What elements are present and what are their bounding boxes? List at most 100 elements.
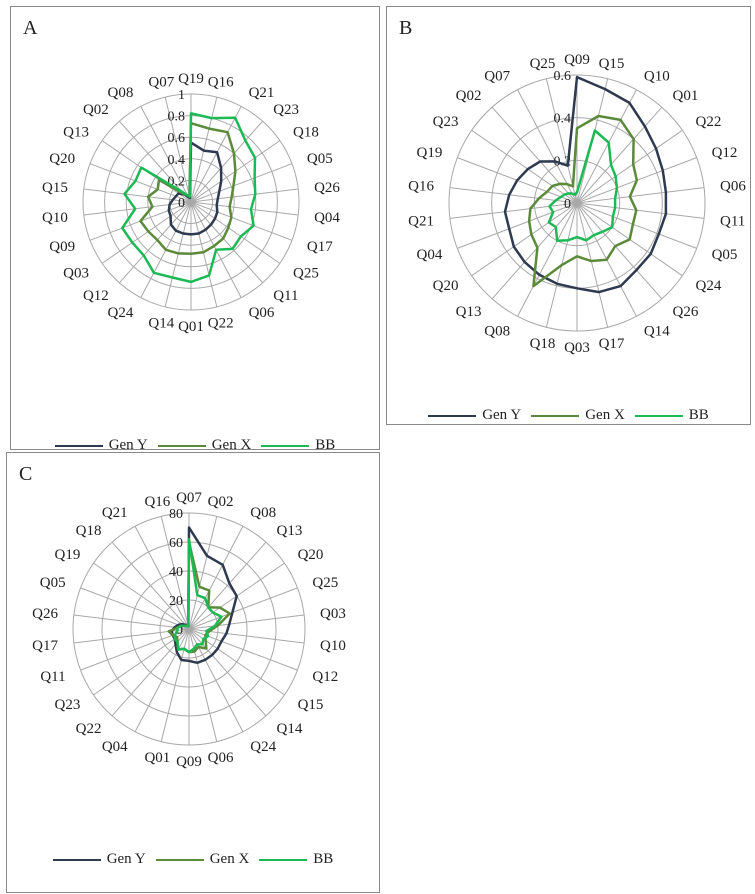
category-label: Q25 bbox=[293, 265, 319, 281]
tick-label: 0.8 bbox=[168, 110, 186, 125]
category-label: Q20 bbox=[298, 547, 324, 563]
grid-spoke bbox=[119, 201, 192, 284]
category-label: Q26 bbox=[314, 180, 340, 196]
category-label: Q21 bbox=[102, 505, 128, 521]
grid-spoke bbox=[190, 188, 299, 203]
grid-spoke bbox=[190, 201, 263, 284]
category-label: Q22 bbox=[208, 315, 234, 331]
category-label: Q13 bbox=[63, 125, 89, 141]
radar-panel-b: B 0 0.2 0.4 0.6 Q09 Q15 Q10 Q01 Q22 Q12 Q06 Q11 Q05 Q… bbox=[386, 6, 751, 425]
category-label: Q05 bbox=[712, 247, 738, 263]
category-label: Q11 bbox=[273, 288, 298, 304]
series-line-bb bbox=[121, 112, 257, 284]
grid-spoke bbox=[80, 628, 190, 671]
legend-label: Gen X bbox=[209, 851, 250, 867]
grid-spoke bbox=[471, 202, 578, 277]
category-label: Q02 bbox=[208, 494, 234, 510]
category-label: Q11 bbox=[40, 669, 65, 685]
legend-item-gen-x: Gen X bbox=[531, 407, 625, 424]
grid-spoke bbox=[576, 202, 663, 300]
category-label: Q09 bbox=[564, 52, 590, 68]
legend-item-gen-y: Gen Y bbox=[428, 407, 521, 424]
grid-spoke bbox=[188, 516, 218, 630]
category-label: Q03 bbox=[564, 340, 590, 356]
legend-swatch bbox=[259, 858, 308, 861]
category-label: Q01 bbox=[144, 750, 170, 766]
legend-item-bb: BB bbox=[261, 437, 335, 454]
series-line-bb bbox=[173, 537, 223, 654]
grid-spoke bbox=[576, 202, 705, 219]
category-label: Q12 bbox=[83, 288, 109, 304]
legend-label: BB bbox=[313, 851, 334, 867]
category-label: Q07 bbox=[484, 69, 510, 85]
grid-spoke bbox=[160, 516, 190, 630]
tick-label: 20 bbox=[169, 594, 183, 609]
category-label: Q08 bbox=[108, 85, 134, 101]
category-label: Q06 bbox=[720, 179, 746, 195]
category-label: Q13 bbox=[277, 523, 303, 539]
category-label: Q08 bbox=[250, 505, 276, 521]
panel-label: A bbox=[23, 17, 38, 39]
grid-spoke bbox=[188, 614, 305, 630]
category-label: Q24 bbox=[108, 305, 134, 321]
legend-label: Gen Y bbox=[108, 437, 148, 453]
category-label: Q04 bbox=[417, 247, 443, 263]
category-label: Q21 bbox=[249, 85, 275, 101]
category-label: Q25 bbox=[530, 56, 556, 72]
legend: Gen Y Gen X BB bbox=[11, 437, 379, 454]
grid-spoke bbox=[190, 201, 281, 264]
tick-label: 0 bbox=[564, 197, 571, 212]
category-label: Q11 bbox=[720, 213, 745, 229]
tick-label: 0.4 bbox=[554, 112, 572, 127]
tick-label: 0.6 bbox=[168, 131, 186, 146]
category-label: Q06 bbox=[208, 750, 234, 766]
category-label: Q23 bbox=[55, 697, 81, 713]
category-label: Q02 bbox=[83, 102, 109, 118]
category-label: Q14 bbox=[277, 721, 303, 737]
grid-spoke bbox=[491, 106, 578, 204]
grid-spoke bbox=[190, 201, 218, 307]
category-label: Q17 bbox=[32, 638, 58, 654]
category-label: Q14 bbox=[148, 315, 174, 331]
category-label: Q04 bbox=[102, 739, 128, 755]
panel-label: B bbox=[399, 17, 413, 39]
legend-swatch bbox=[428, 414, 477, 417]
category-label: Q23 bbox=[433, 114, 459, 130]
grid-spoke bbox=[73, 614, 190, 630]
radar-panel-c: C 0 20 40 60 80 Q07 Q02 Q08 Q13 Q20 Q25 Q03 Q10 Q12 Q1… bbox=[6, 452, 380, 893]
legend-label: Gen X bbox=[211, 437, 252, 453]
category-label: Q04 bbox=[314, 210, 340, 226]
legend-swatch bbox=[157, 444, 206, 447]
grid-spoke bbox=[188, 541, 267, 630]
series-line-gen-y bbox=[170, 526, 238, 665]
grid-spoke bbox=[449, 202, 578, 219]
tick-label: 80 bbox=[169, 507, 183, 522]
grid-spoke bbox=[89, 163, 192, 203]
category-label: Q19 bbox=[178, 71, 204, 87]
radar-panel-a: A 0 0.2 0.4 0.6 0.8 1 Q19 Q16 Q21 Q23 Q18 Q05 Q26 Q04… bbox=[10, 6, 380, 453]
category-label: Q13 bbox=[456, 304, 482, 320]
category-label: Q08 bbox=[484, 324, 510, 340]
category-label: Q10 bbox=[320, 638, 346, 654]
grid-spoke bbox=[576, 187, 705, 204]
grid-spoke bbox=[576, 106, 663, 204]
tick-label: 60 bbox=[169, 536, 183, 551]
category-label: Q22 bbox=[696, 114, 722, 130]
legend-item-bb: BB bbox=[259, 851, 333, 868]
grid-spoke bbox=[471, 129, 578, 204]
category-label: Q15 bbox=[599, 56, 625, 72]
tick-label: 0 bbox=[176, 623, 183, 638]
category-label: Q03 bbox=[320, 606, 346, 622]
grid-spoke bbox=[188, 526, 244, 630]
category-label: Q12 bbox=[312, 669, 338, 685]
grid-spoke bbox=[164, 97, 192, 203]
grid-spoke bbox=[545, 78, 578, 204]
tick-label: 0.4 bbox=[168, 153, 186, 168]
legend-swatch bbox=[531, 414, 580, 417]
category-label: Q01 bbox=[178, 319, 204, 335]
series-line-gen-y bbox=[503, 75, 668, 294]
grid-spoke bbox=[83, 201, 192, 216]
category-label: Q26 bbox=[32, 606, 58, 622]
category-label: Q10 bbox=[42, 210, 68, 226]
category-label: Q16 bbox=[144, 494, 170, 510]
